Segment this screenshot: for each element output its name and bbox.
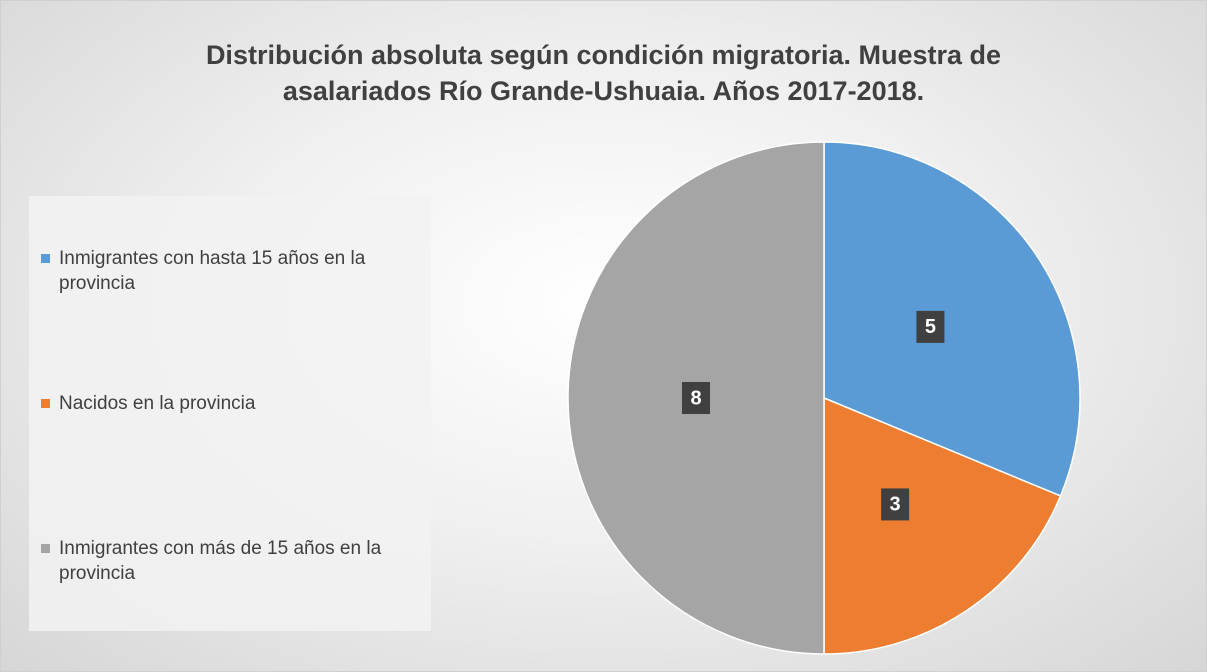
legend-label: Nacidos en la provincia [59, 393, 256, 414]
data-label-box [881, 488, 910, 521]
legend-swatch [41, 399, 50, 408]
legend-item: Inmigrantes con hasta 15 años en la prov… [41, 246, 439, 296]
data-label-box [682, 382, 710, 414]
chart-title: Distribución absoluta según condición mi… [205, 40, 1002, 106]
legend-item: Nacidos en la provincia [41, 391, 439, 416]
legend-label: Inmigrantes con hasta 15 años en la prov… [59, 248, 366, 294]
legend: Inmigrantes con hasta 15 años en la prov… [29, 196, 431, 631]
legend-item: Inmigrantes con más de 15 años en la pro… [41, 536, 439, 586]
legend-swatch [41, 254, 50, 263]
pie-slice [823, 396, 1062, 655]
pie-slice [823, 141, 1081, 497]
data-label: 3 [890, 494, 901, 516]
data-label: 5 [925, 316, 936, 338]
data-label: 8 [690, 387, 701, 409]
legend-label: Inmigrantes con más de 15 años en la pro… [59, 538, 382, 584]
data-label-box [916, 310, 945, 343]
legend-swatch [41, 544, 50, 553]
